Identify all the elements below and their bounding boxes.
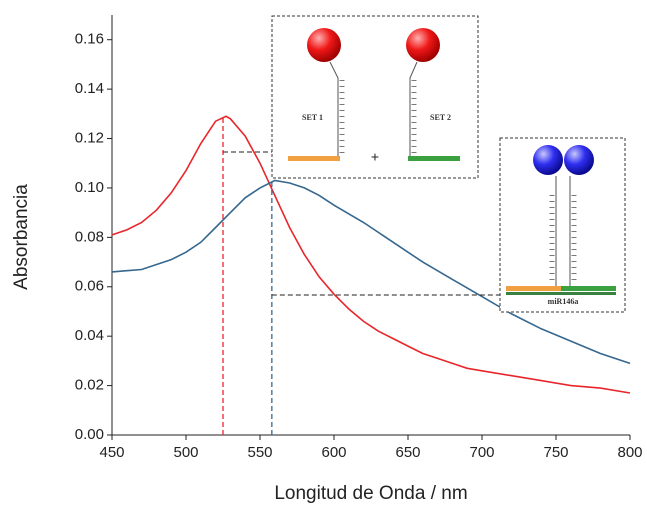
y-axis-title: Absorbancia [11, 184, 32, 290]
series-line [111, 179, 631, 365]
y-tick-label: 0.06 [75, 278, 104, 295]
x-tick-label: 800 [617, 444, 642, 461]
y-tick-label: 0.04 [75, 327, 104, 344]
y-tick-label: 0.16 [75, 31, 104, 48]
inset-plus: + [371, 149, 379, 165]
probe-strand [408, 156, 460, 161]
plot-area: 0.00 0.02 0.04 0.06 0.08 0.10 0.12 0.14 0.16 450 5… [75, 15, 643, 461]
probe-strand [506, 286, 561, 291]
gold-nanoparticle [564, 145, 594, 175]
y-tick-label: 0.02 [75, 377, 104, 394]
x-tick-label: 450 [99, 444, 124, 461]
inset-hybrid: miR146a [499, 137, 626, 313]
inset-box [271, 15, 479, 179]
series-line [111, 115, 631, 394]
gold-nanoparticle [307, 28, 341, 62]
strand [555, 176, 571, 288]
x-tick-label: 500 [173, 444, 198, 461]
gold-nanoparticle [406, 28, 440, 62]
y-tick-label: 0.14 [75, 80, 104, 97]
inset-label: miR146a [548, 297, 579, 306]
x-tick-label: 550 [247, 444, 272, 461]
x-tick-label: 700 [469, 444, 494, 461]
strand [329, 61, 418, 160]
target-strand [506, 292, 616, 295]
inset-label: SET 1 [302, 113, 323, 122]
y-tick-label: 0.00 [75, 426, 104, 443]
probe-strand [561, 286, 616, 291]
inset-label: SET 2 [430, 113, 451, 122]
y-tick-label: 0.08 [75, 228, 104, 245]
x-axis-title: Longitud de Onda / nm [274, 483, 467, 504]
inset-box [499, 137, 626, 313]
probe-strand [288, 156, 340, 161]
bases [339, 80, 417, 158]
inset-probes: SET 1 SET 2 + [271, 15, 479, 179]
y-tick-label: 0.12 [75, 129, 104, 146]
y-tick-label: 0.10 [75, 179, 104, 196]
gold-nanoparticle [533, 145, 563, 175]
x-tick-label: 750 [543, 444, 568, 461]
x-tick-label: 650 [395, 444, 420, 461]
x-tick-label: 600 [321, 444, 346, 461]
